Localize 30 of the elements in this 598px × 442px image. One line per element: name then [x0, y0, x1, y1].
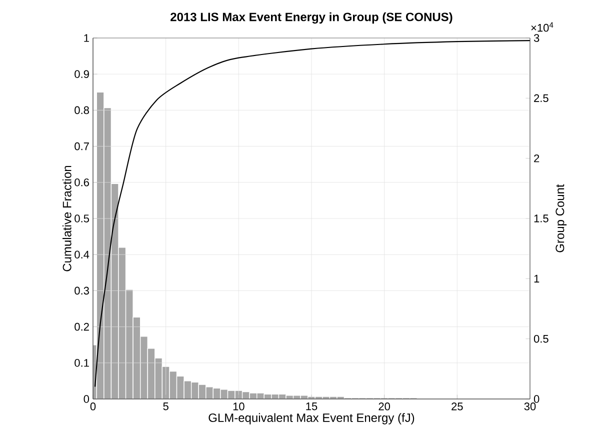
x-tick-label: 30 — [524, 402, 536, 410]
y2-tick-label: 1.5 — [534, 214, 548, 222]
y2-tick-label: 1 — [534, 274, 540, 282]
y2-tick-label: 0.5 — [534, 334, 548, 343]
y-axis-title: Cumulative Fraction — [62, 166, 72, 272]
x-tick-label: 5 — [163, 402, 168, 410]
x-tick-label: 20 — [378, 402, 390, 410]
y-tick-label: 0.4 — [74, 250, 90, 258]
x-tick-label: 25 — [452, 402, 463, 410]
x-axis-title: GLM-equivalent Max Event Energy (fJ) — [208, 413, 414, 424]
x-tick-label: 10 — [233, 402, 244, 410]
y-tick-label: 1 — [84, 34, 89, 42]
y2-tick-label: 3 — [534, 34, 540, 42]
y-tick-label: 0.6 — [74, 178, 89, 186]
y2-tick-label: 2.5 — [534, 94, 548, 102]
y-tick-label: 0.1 — [74, 359, 89, 367]
y-tick-label: 0.2 — [74, 322, 89, 331]
y-tick-label: 0.3 — [74, 286, 89, 295]
y-tick-label: 0.5 — [74, 214, 89, 222]
y2-axis-title: Group Count — [556, 184, 567, 252]
chart-title: 2013 LIS Max Event Energy in Group (SE CONUS) — [170, 12, 452, 24]
text: ×10$^{4}$ — [531, 22, 554, 32]
y-tick-label: 0.8 — [74, 106, 89, 114]
x-tick-label: 15 — [306, 402, 318, 410]
y2-tick-label: 2 — [534, 154, 540, 162]
y-tick-label: 0.7 — [74, 142, 89, 150]
y-tick-label: 0.9 — [74, 70, 89, 78]
x-tick-label: 0 — [90, 402, 96, 410]
y-tick-label: 0 — [84, 395, 90, 403]
y2-tick-label: 0 — [534, 395, 540, 403]
